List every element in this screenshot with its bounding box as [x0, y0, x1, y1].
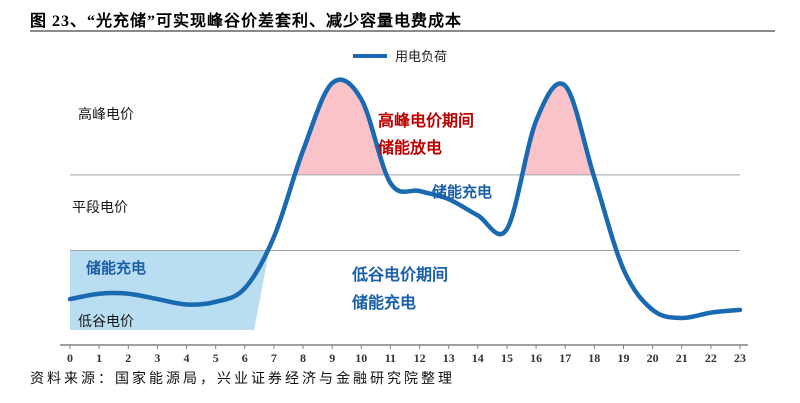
legend: 用电负荷 [0, 46, 800, 65]
legend-line-swatch [352, 53, 387, 58]
x-tick-label: 9 [329, 351, 335, 365]
x-tick-label: 7 [271, 351, 277, 365]
x-tick-label: 18 [588, 351, 600, 365]
annotation-peak-line1: 高峰电价期间 [378, 113, 475, 130]
y-label-flat: 平段电价 [72, 201, 128, 216]
y-label-peak: 高峰电价 [78, 108, 134, 123]
x-tick-label: 1 [96, 351, 102, 365]
x-tick-label: 3 [154, 351, 160, 365]
x-tick-label: 16 [530, 351, 542, 365]
x-tick-label: 2 [125, 351, 131, 365]
annotation-peak-discharge: 高峰电价期间 储能放电 [378, 108, 474, 162]
annotation-left-charge: 储能充电 [86, 261, 147, 277]
x-tick-label: 0 [67, 351, 73, 365]
x-tick-label: 17 [559, 351, 571, 365]
x-tick-label: 12 [414, 351, 426, 365]
x-tick-label: 11 [385, 351, 396, 365]
x-tick-label: 4 [184, 351, 190, 365]
x-tick-label: 20 [647, 351, 659, 365]
x-tick-label: 5 [213, 351, 219, 365]
x-tick-label: 8 [300, 351, 306, 365]
annotation-peak-line2: 储能放电 [378, 140, 443, 157]
load-curve [67, 77, 743, 321]
source-note: 资料来源：国家能源局，兴业证券经济与金融研究院整理 [30, 372, 455, 387]
legend-label: 用电负荷 [394, 49, 447, 64]
x-tick-label: 22 [705, 351, 717, 365]
x-tick-label: 10 [355, 351, 367, 365]
x-tick-label: 23 [734, 351, 746, 365]
annotation-flat-charge: 储能充电 [432, 185, 493, 201]
valley-charge-region [70, 250, 270, 330]
peak-discharge-region [522, 83, 594, 175]
x-tick-label: 15 [501, 351, 513, 365]
x-tick-label: 21 [676, 351, 688, 365]
page-title: 图 23、“光充储”可实现峰谷价差套利、减少容量电费成本 [30, 13, 463, 30]
title-underline [30, 30, 775, 32]
annotation-valley-line2: 储能充电 [352, 295, 417, 312]
annotation-valley-charge: 低谷电价期间 储能充电 [352, 262, 448, 318]
x-tick-label: 19 [618, 351, 630, 365]
y-label-valley: 低谷电价 [78, 315, 134, 330]
x-tick-label: 6 [242, 351, 248, 365]
x-tick-label: 13 [443, 351, 455, 365]
annotation-valley-line1: 低谷电价期间 [352, 267, 449, 284]
x-tick-label: 14 [472, 351, 484, 365]
